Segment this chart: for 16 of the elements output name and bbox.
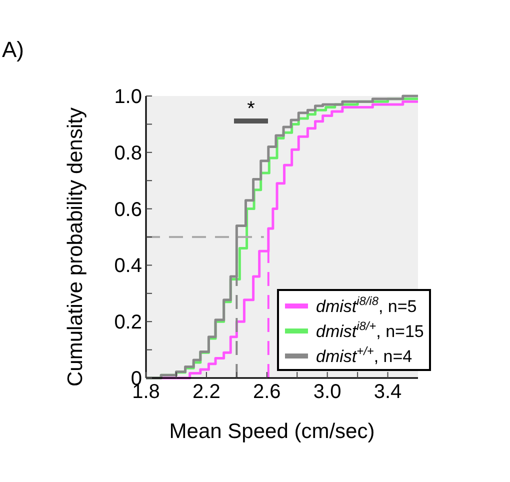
x-axis-title: Mean Speed (cm/sec) — [169, 420, 375, 443]
y-tick-label: 0.2 — [114, 312, 142, 334]
y-tick-label: 0.8 — [114, 142, 142, 164]
x-tick-label: 3.0 — [313, 381, 342, 403]
y-tick-label: 1.0 — [114, 86, 142, 108]
annotation: * — [247, 98, 256, 120]
x-tick-label: 3.4 — [374, 381, 402, 403]
x-tick-label: 2.2 — [192, 381, 220, 403]
y-tick-label: 0.4 — [114, 255, 142, 278]
y-tick-label: 0.6 — [114, 198, 142, 221]
y-axis-title: Cumulative probability density — [64, 107, 87, 386]
legend-label: dmist$^{+/+}$, n=4 — [316, 344, 412, 366]
x-tick-label: 2.6 — [252, 381, 281, 403]
text: A) — [2, 37, 24, 62]
legend-label: dmist$^{i8/i8}$, n=5 — [316, 294, 417, 316]
legend-label: dmist$^{i8/+}$, n=15 — [316, 319, 424, 341]
